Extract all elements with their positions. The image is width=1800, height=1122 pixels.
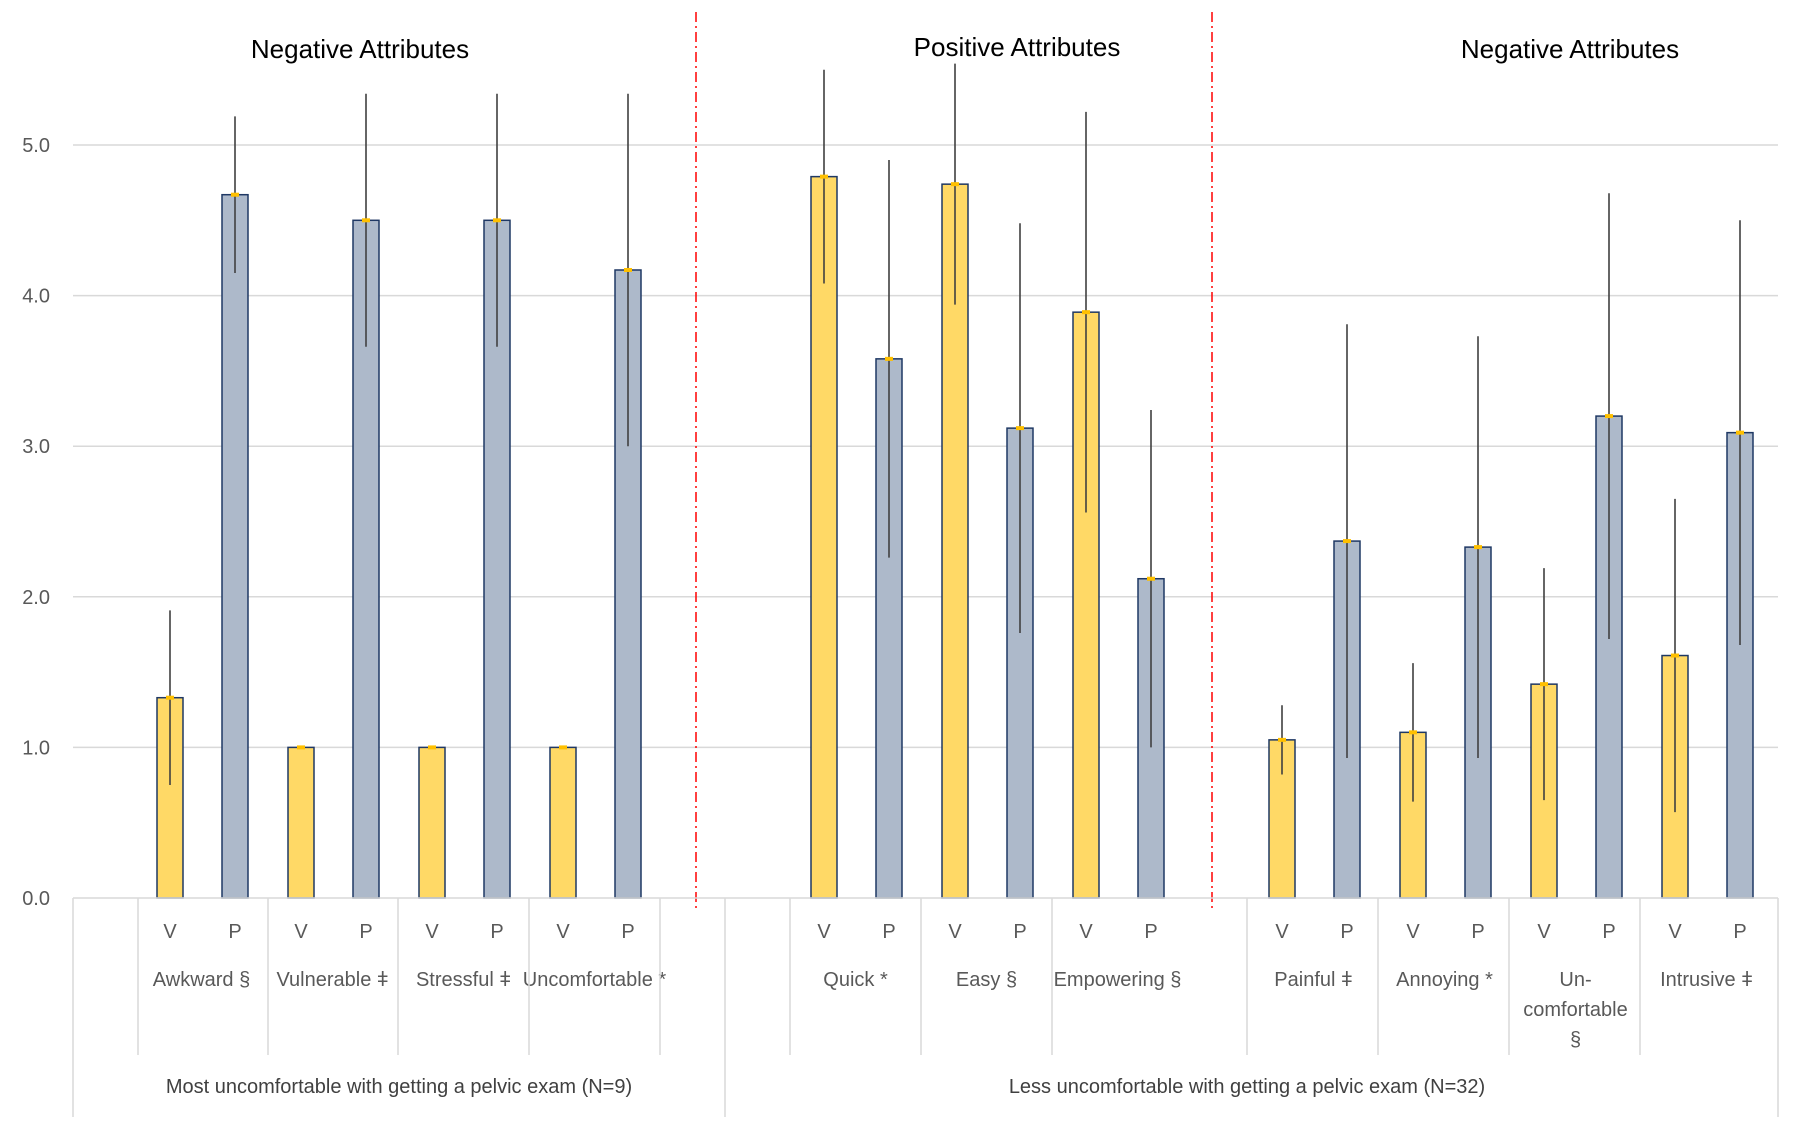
bar-v [287,746,315,899]
value-marker [231,192,239,197]
series-tick-label: P [359,921,372,943]
category-label: Intrusive ǂ [1660,969,1753,991]
series-tick-label: P [1013,921,1026,943]
series-tick-label: V [817,921,831,943]
y-tick-label: 3.0 [22,436,50,458]
series-tick-label: V [425,921,439,943]
value-marker [820,174,828,179]
y-tick-label: 0.0 [22,888,50,910]
value-marker [1605,414,1613,419]
group-label-less-uncomfortable: Less uncomfortable with getting a pelvic… [1009,1076,1485,1098]
y-tick-label: 4.0 [22,286,50,308]
value-marker [1736,430,1744,435]
bar-v [418,746,446,899]
y-tick-label: 1.0 [22,737,50,759]
series-tick-label: V [1406,921,1420,943]
series-tick-label: V [1079,921,1093,943]
bar-v [549,746,577,899]
series-tick-label: V [163,921,177,943]
category-label: Annoying * [1396,969,1493,991]
series-tick-label: P [1602,921,1615,943]
section-dividers [695,12,1213,910]
error-bars [166,63,1744,813]
y-tick-label: 2.0 [22,587,50,609]
category-label: Painful ǂ [1274,969,1352,991]
section-title-negative-left: Negative Attributes [251,34,469,64]
series-tick-label: V [556,921,570,943]
value-marker [1016,426,1024,431]
value-marker [624,267,632,272]
bar-v [810,175,838,899]
section-title-positive: Positive Attributes [914,32,1121,62]
group-label-most-uncomfortable: Most uncomfortable with getting a pelvic… [166,1076,632,1098]
series-tick-label: V [294,921,308,943]
section-title-negative-right: Negative Attributes [1461,34,1679,64]
value-marker [1278,737,1286,742]
series-tick-label: V [1537,921,1551,943]
value-marker [362,218,370,223]
series-tick-label: P [882,921,895,943]
value-marker [297,745,305,750]
category-label: Empowering § [1054,969,1182,991]
series-tick-label: P [621,921,634,943]
value-marker [1343,539,1351,544]
category-label: § [1570,1029,1581,1051]
category-label: Quick * [823,969,888,991]
category-label: Awkward § [153,969,250,991]
value-marker [1082,310,1090,315]
value-marker [1540,682,1548,687]
series-tick-label: P [490,921,503,943]
category-axis: V P Awkward § V P Vulnerable ǂ V P Stressful ǂ V P… [72,897,1779,1117]
value-marker [493,218,501,223]
category-label: Stressful ǂ [416,969,511,991]
series-tick-label: V [948,921,962,943]
series-tick-label: P [1144,921,1157,943]
category-label: Easy § [956,969,1017,991]
bar-p [221,193,249,899]
value-marker [885,356,893,361]
series-tick-label: P [228,921,241,943]
category-label: Uncomfortable * [523,969,667,991]
value-marker [951,182,959,187]
series-tick-label: V [1668,921,1682,943]
category-label: Un- [1559,969,1591,991]
value-marker [428,745,436,750]
series-tick-label: V [1275,921,1289,943]
value-marker [1147,576,1155,581]
value-marker [166,695,174,700]
series-tick-label: P [1471,921,1484,943]
value-marker [1671,653,1679,658]
category-label: Vulnerable ǂ [276,969,388,991]
y-tick-label: 5.0 [22,135,50,157]
value-marker [1409,730,1417,735]
category-label: comfortable [1523,999,1628,1021]
series-tick-label: P [1733,921,1746,943]
value-marker [1474,545,1482,550]
series-tick-label: P [1340,921,1353,943]
value-marker [559,745,567,750]
